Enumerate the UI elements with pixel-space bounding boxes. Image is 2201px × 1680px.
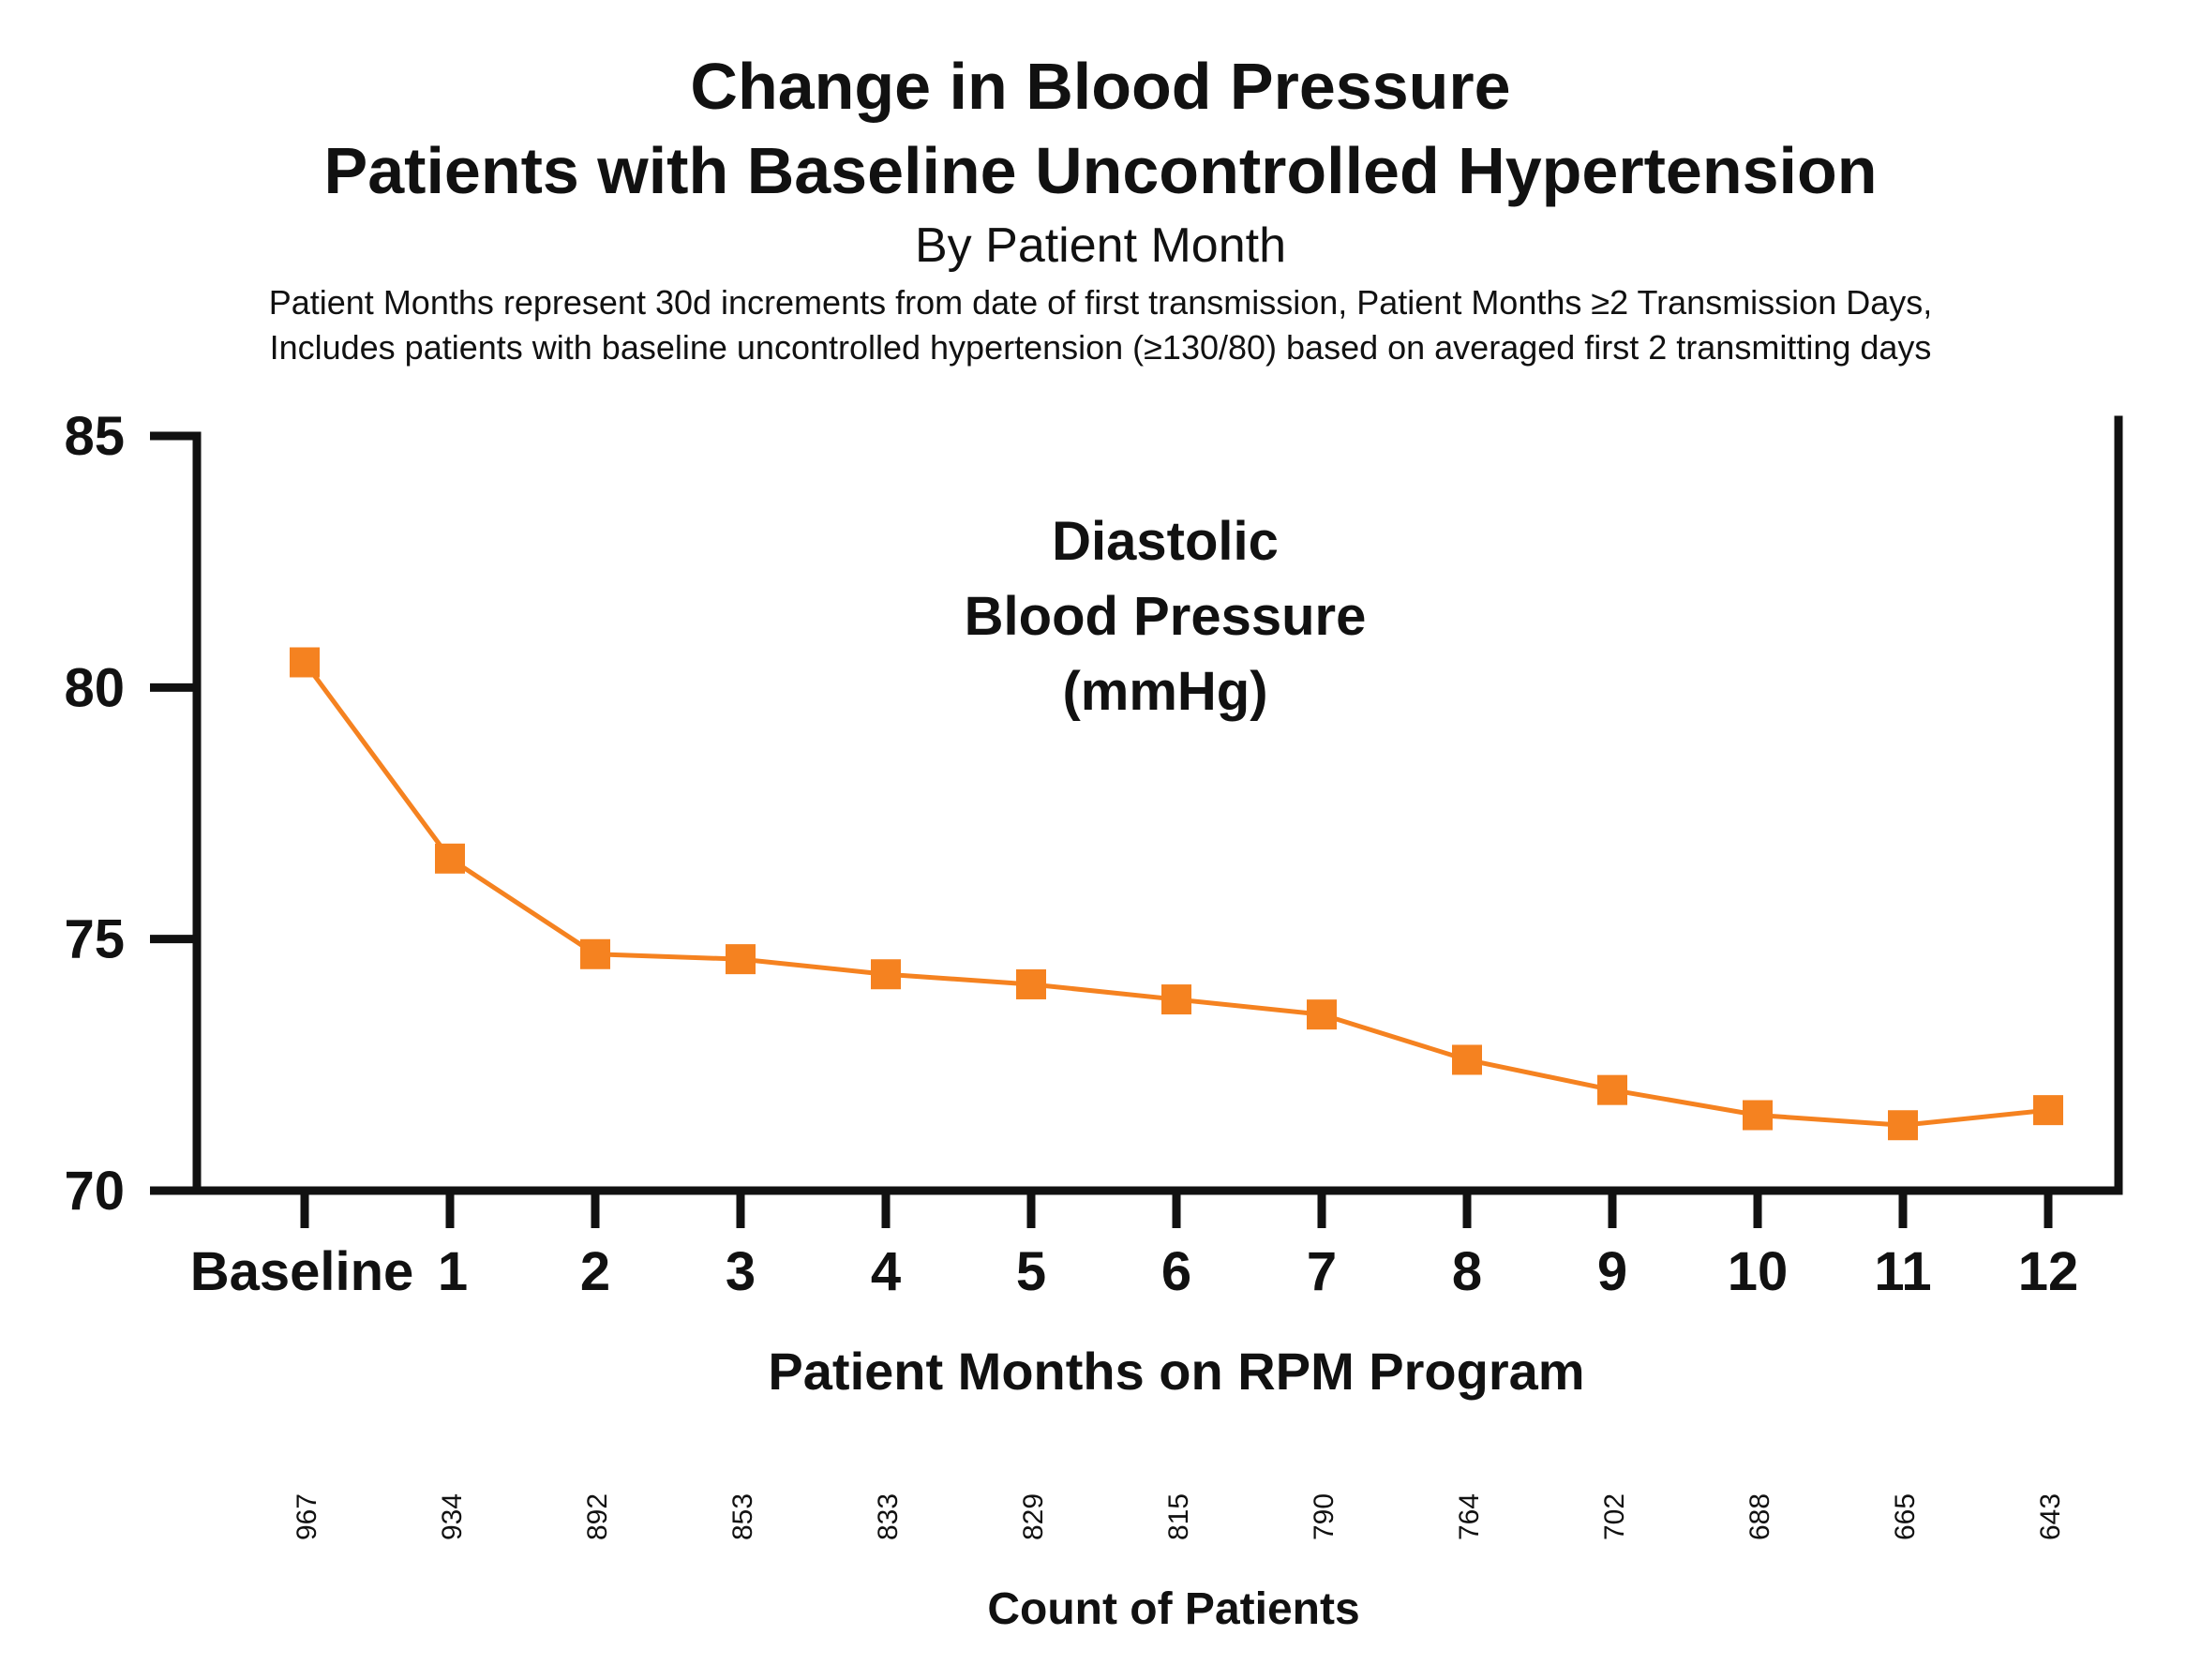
data-point-8 bbox=[1452, 1044, 1482, 1075]
x-tick-label-4: 4 bbox=[871, 1241, 901, 1302]
data-point-2 bbox=[580, 938, 610, 969]
data-point-5 bbox=[1016, 968, 1046, 999]
data-point-1 bbox=[435, 843, 465, 874]
y-tick-label-75: 75 bbox=[64, 909, 125, 970]
x-tick-label-baseline: Baseline bbox=[190, 1241, 414, 1302]
patient-count-8: 764 bbox=[1454, 1493, 1485, 1540]
patient-count-7: 790 bbox=[1309, 1493, 1340, 1540]
data-point-12 bbox=[2033, 1095, 2063, 1126]
x-tick-label-6: 6 bbox=[1161, 1241, 1191, 1302]
data-point-4 bbox=[871, 959, 901, 990]
x-tick-label-11: 11 bbox=[1874, 1241, 1931, 1302]
data-point-9 bbox=[1597, 1074, 1627, 1105]
chart-annotation: Diastolic Blood Pressure (mmHg) bbox=[965, 511, 1367, 722]
patient-count-12: 643 bbox=[2035, 1493, 2066, 1540]
patient-counts: 967 934 892 853 833 829 815 790 764 702 688 665 643 bbox=[292, 1493, 2066, 1540]
data-point-11 bbox=[1888, 1110, 1918, 1141]
x-tick-label-9: 9 bbox=[1597, 1241, 1627, 1302]
y-axis-ticks: 70 75 80 85 bbox=[64, 406, 197, 1222]
patient-count-2: 892 bbox=[582, 1493, 613, 1540]
chart-title-line1: Change in Blood Pressure bbox=[690, 50, 1511, 123]
chart-axes bbox=[192, 415, 2123, 1195]
data-point-baseline bbox=[290, 647, 320, 678]
data-point-3 bbox=[726, 944, 756, 975]
y-tick-label-80: 80 bbox=[64, 657, 125, 718]
x-axis-ticks: Baseline 1 2 3 4 5 6 7 8 9 10 11 12 bbox=[190, 1191, 2079, 1302]
x-tick-label-1: 1 bbox=[438, 1241, 468, 1302]
chart-subtitle: By Patient Month bbox=[915, 218, 1286, 273]
patient-count-10: 688 bbox=[1744, 1493, 1775, 1540]
x-tick-label-10: 10 bbox=[1728, 1241, 1789, 1302]
x-axis-label: Patient Months on RPM Program bbox=[768, 1342, 1584, 1401]
patient-count-11: 665 bbox=[1890, 1493, 1921, 1540]
patient-count-3: 853 bbox=[727, 1493, 758, 1540]
data-point-6 bbox=[1161, 984, 1191, 1015]
patient-count-4: 833 bbox=[873, 1493, 904, 1540]
chart-title-line2: Patients with Baseline Uncontrolled Hype… bbox=[323, 134, 1878, 207]
x-tick-label-7: 7 bbox=[1307, 1241, 1337, 1302]
chart-note-line2: Includes patients with baseline uncontro… bbox=[269, 328, 1932, 367]
series-diastolic bbox=[290, 647, 2063, 1141]
patient-count-baseline: 967 bbox=[292, 1493, 322, 1540]
data-point-10 bbox=[1743, 1100, 1773, 1131]
y-tick-label-85: 85 bbox=[64, 406, 125, 467]
x-tick-label-8: 8 bbox=[1452, 1241, 1482, 1302]
series-line bbox=[302, 661, 2049, 1128]
x-tick-label-3: 3 bbox=[726, 1241, 756, 1302]
data-point-7 bbox=[1307, 999, 1337, 1030]
patient-count-5: 829 bbox=[1018, 1493, 1049, 1540]
annotation-line-1: Diastolic bbox=[1052, 511, 1279, 572]
x-tick-label-12: 12 bbox=[2018, 1241, 2079, 1302]
chart-note-line1: Patient Months represent 30d increments … bbox=[268, 283, 1933, 322]
patient-count-1: 934 bbox=[437, 1493, 468, 1540]
patient-count-6: 815 bbox=[1163, 1493, 1194, 1540]
annotation-line-3: (mmHg) bbox=[1062, 661, 1267, 722]
y-tick-label-70: 70 bbox=[64, 1161, 125, 1222]
x-tick-label-5: 5 bbox=[1016, 1241, 1046, 1302]
annotation-line-2: Blood Pressure bbox=[965, 586, 1367, 647]
x-tick-label-2: 2 bbox=[580, 1241, 610, 1302]
patient-count-9: 702 bbox=[1599, 1493, 1630, 1540]
counts-label: Count of Patients bbox=[987, 1584, 1359, 1634]
